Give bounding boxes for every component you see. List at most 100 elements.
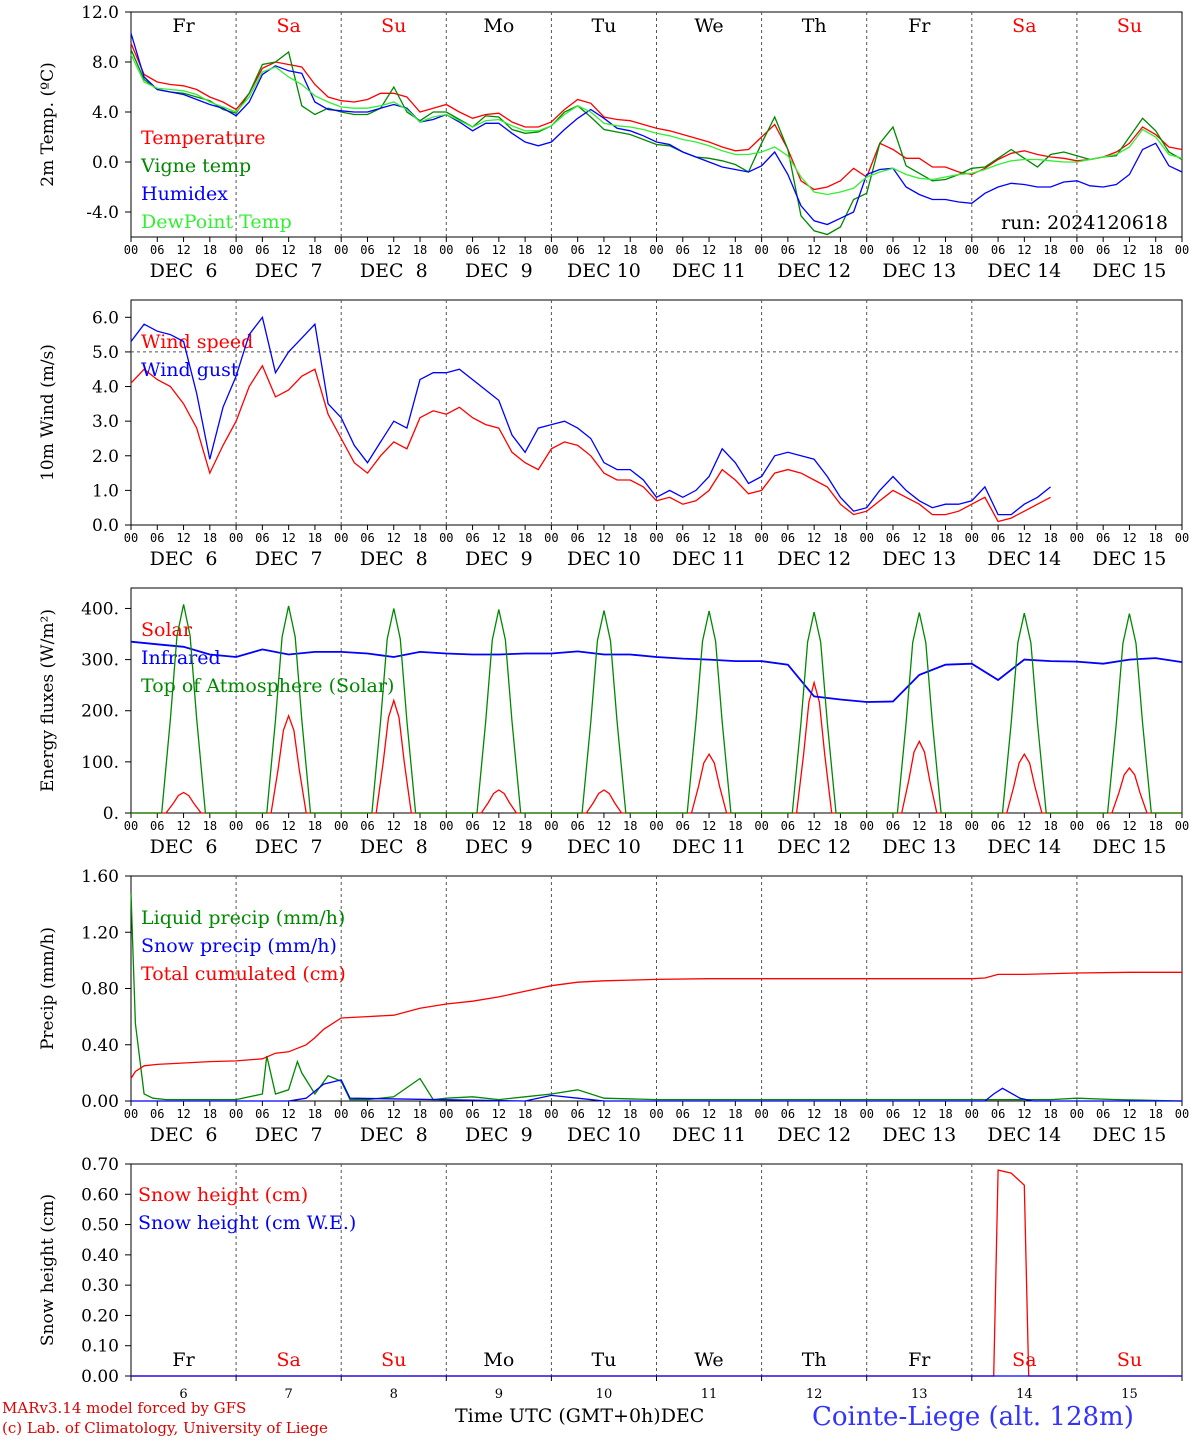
- y-tick-label: 0.80: [81, 980, 119, 1000]
- x-hour-label: 06: [570, 1107, 584, 1121]
- x-hour-label: 12: [912, 531, 926, 545]
- y-tick-label: 0.20: [81, 1306, 119, 1326]
- x-hour-label: 00: [334, 819, 348, 833]
- x-hour-label: 12: [1122, 819, 1136, 833]
- series-line: [130, 640, 1183, 703]
- x-axis-title: Time UTC (GMT+0h)DEC: [455, 1405, 704, 1427]
- x-hour-label: 12: [1017, 531, 1031, 545]
- day-name-label: Su: [381, 15, 406, 37]
- legend-entry: Humidex: [141, 183, 228, 205]
- day-name-label: Fr: [908, 1349, 931, 1371]
- y-tick-label: 1.20: [81, 923, 119, 943]
- x-hour-label: 00: [439, 243, 453, 257]
- x-hour-label: 12: [807, 243, 821, 257]
- y-tick-label: 12.0: [81, 3, 119, 23]
- series-line: [130, 315, 1052, 516]
- series-line: [130, 49, 1183, 236]
- x-hour-label: 18: [833, 243, 847, 257]
- day-name-label: Sa: [1012, 15, 1036, 37]
- x-hour-label: 18: [203, 819, 217, 833]
- x-date-label: DEC 14: [987, 1124, 1061, 1146]
- x-hour-label: 18: [518, 819, 532, 833]
- y-axis-title: 10m Wind (m/s): [38, 344, 58, 481]
- y-tick-label: 0.30: [81, 1276, 119, 1296]
- y-tick-label: 0.40: [81, 1036, 119, 1056]
- x-date-label: DEC 6: [150, 548, 218, 570]
- x-hour-label: 06: [886, 1107, 900, 1121]
- x-hour-label: 12: [807, 531, 821, 545]
- x-hour-label: 12: [912, 1107, 926, 1121]
- x-date-label: DEC 10: [567, 548, 641, 570]
- day-number-label: 6: [179, 1387, 187, 1402]
- x-hour-label: 06: [991, 1107, 1005, 1121]
- x-hour-label: 18: [1043, 243, 1057, 257]
- x-date-label: DEC 10: [567, 260, 641, 282]
- day-number-label: 7: [285, 1387, 293, 1402]
- x-hour-label: 06: [255, 819, 269, 833]
- y-tick-label: -4.0: [86, 203, 119, 223]
- y-tick-label: 100.: [81, 753, 119, 773]
- x-hour-label: 06: [991, 819, 1005, 833]
- legend-entry: Wind gust: [141, 359, 239, 381]
- x-hour-label: 06: [360, 1107, 374, 1121]
- x-hour-label: 00: [334, 531, 348, 545]
- x-hour-label: 18: [308, 531, 322, 545]
- x-hour-label: 00: [544, 1107, 558, 1121]
- x-hour-label: 06: [781, 1107, 795, 1121]
- x-hour-label: 18: [938, 1107, 952, 1121]
- y-tick-label: 0.0: [92, 153, 119, 173]
- y-tick-label: 0.00: [81, 1092, 119, 1112]
- x-date-label: DEC 13: [882, 548, 956, 570]
- x-hour-label: 18: [413, 1107, 427, 1121]
- x-hour-label: 18: [1148, 531, 1162, 545]
- x-hour-label: 12: [702, 819, 716, 833]
- day-number-label: 8: [390, 1387, 398, 1402]
- x-hour-label: 00: [965, 531, 979, 545]
- x-date-label: DEC 11: [672, 836, 746, 858]
- x-hour-label: 12: [387, 531, 401, 545]
- x-hour-label: 18: [308, 243, 322, 257]
- x-hour-label: 00: [124, 243, 138, 257]
- x-hour-label: 18: [1148, 1107, 1162, 1121]
- x-hour-label: 00: [1070, 531, 1084, 545]
- x-hour-label: 06: [360, 531, 374, 545]
- y-axis-title: Snow height (cm): [38, 1194, 58, 1346]
- x-hour-label: 00: [649, 819, 663, 833]
- x-hour-label: 00: [649, 531, 663, 545]
- x-hour-label: 06: [1096, 531, 1110, 545]
- legend-entry: Top of Atmosphere (Solar): [141, 675, 394, 697]
- x-hour-label: 00: [229, 243, 243, 257]
- x-date-label: DEC 9: [465, 548, 533, 570]
- x-date-label: DEC 7: [255, 260, 323, 282]
- x-hour-label: 06: [465, 819, 479, 833]
- model-credit: MARv3.14 model forced by GFS: [2, 1399, 247, 1417]
- y-axis-title: Energy fluxes (W/m²): [38, 609, 58, 792]
- x-hour-label: 00: [1175, 243, 1189, 257]
- x-hour-label: 00: [859, 819, 873, 833]
- series-line: [130, 364, 1051, 523]
- series-line: [131, 604, 1182, 814]
- day-name-label: Sa: [276, 1349, 300, 1371]
- x-hour-label: 00: [1070, 1107, 1084, 1121]
- x-hour-label: 18: [728, 531, 742, 545]
- x-hour-label: 06: [781, 243, 795, 257]
- x-hour-label: 12: [1122, 531, 1136, 545]
- day-number-label: 14: [1016, 1387, 1033, 1402]
- x-date-label: DEC 7: [255, 1124, 323, 1146]
- x-axis-month: DEC: [660, 1405, 705, 1427]
- y-axis-title: 2m Temp. (ºC): [38, 62, 58, 187]
- x-hour-label: 12: [492, 819, 506, 833]
- x-hour-label: 00: [1175, 531, 1189, 545]
- x-hour-label: 18: [308, 819, 322, 833]
- legend-entry: Snow height (cm): [138, 1184, 308, 1206]
- series-line: [130, 971, 1182, 1079]
- x-hour-label: 12: [1017, 243, 1031, 257]
- x-hour-label: 12: [176, 531, 190, 545]
- x-hour-label: 18: [203, 531, 217, 545]
- x-date-label: DEC 8: [360, 1124, 428, 1146]
- x-hour-label: 18: [1148, 819, 1162, 833]
- x-hour-label: 00: [754, 1107, 768, 1121]
- x-hour-label: 00: [124, 531, 138, 545]
- panel-3: 0. 100. 200. 300. 400. Energy fluxes (W/m²) 00…: [38, 587, 1189, 858]
- x-date-label: DEC 13: [882, 836, 956, 858]
